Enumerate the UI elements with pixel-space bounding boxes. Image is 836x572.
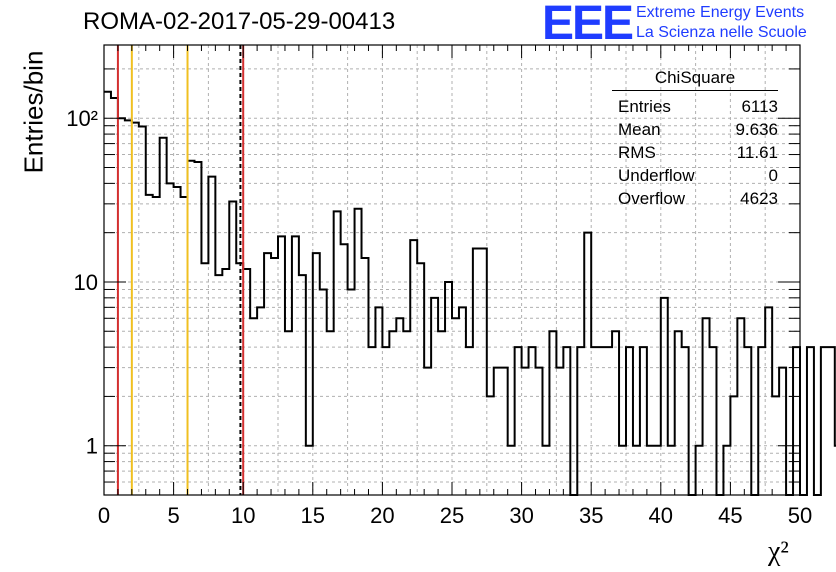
stats-row: Overflow 4623: [612, 187, 778, 210]
stats-value: 9.636: [735, 120, 778, 139]
stats-value: 6113: [741, 97, 778, 116]
stats-title: ChiSquare: [612, 68, 778, 91]
x-tick-label: 50: [788, 503, 812, 528]
stats-value: 4623: [740, 189, 778, 208]
stats-label: Entries: [618, 97, 671, 116]
stats-box: ChiSquare Entries 6113 Mean 9.636 RMS 11.61…: [612, 68, 778, 210]
x-tick-label: 35: [579, 503, 603, 528]
y-tick-label: 10: [74, 270, 98, 295]
y-axis-label: Entries/bin: [18, 50, 49, 174]
x-tick-label: 5: [167, 503, 179, 528]
x-tick-label: 25: [440, 503, 464, 528]
x-tick-label: 40: [649, 503, 673, 528]
stats-value: 11.61: [736, 143, 778, 162]
stats-row: Underflow 0: [612, 164, 778, 187]
logo-line2: La Scienza nelle Scuole: [636, 24, 807, 41]
stats-label: RMS: [618, 143, 656, 162]
eee-logo: EEE Extreme Energy Events La Scienza nel…: [542, 0, 832, 50]
x-tick-label: 30: [509, 503, 533, 528]
logo-mark: EEE: [542, 0, 634, 50]
stats-row: Entries 6113: [612, 95, 778, 118]
x-tick-label: 10: [231, 503, 255, 528]
x-tick-label: 0: [98, 503, 110, 528]
x-axis-label: χ²: [768, 536, 789, 567]
stats-row: RMS 11.61: [612, 141, 778, 164]
x-tick-label: 15: [301, 503, 325, 528]
x-tick-label: 20: [370, 503, 394, 528]
chart-title: ROMA-02-2017-05-29-00413: [83, 8, 396, 35]
stats-row: Mean 9.636: [612, 118, 778, 141]
stats-value: 0: [768, 166, 778, 185]
histogram-series: [104, 90, 836, 496]
stats-label: Overflow: [618, 189, 686, 208]
stats-label: Underflow: [618, 166, 695, 185]
logo-line1: Extreme Energy Events: [636, 4, 805, 21]
y-tick-label: 1: [86, 434, 98, 459]
stats-label: Mean: [618, 120, 661, 139]
x-tick-label: 45: [718, 503, 742, 528]
y-tick-label: 10²: [66, 106, 98, 131]
